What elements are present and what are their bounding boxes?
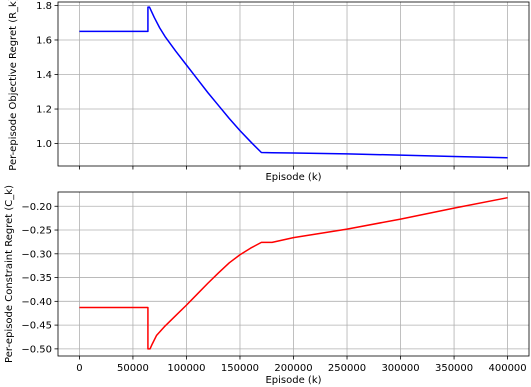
x-tick-label: 150000 [221,363,259,374]
top-x-axis-label: Episode (k) [265,172,321,183]
x-tick-label: 250000 [328,363,366,374]
top-y-axis-label: Per-episode Objective Regret (R_k) [8,0,19,171]
y-tick-label: −0.20 [21,202,52,213]
top-grid [58,2,529,166]
bottom-x-axis-label: Episode (k) [265,375,321,386]
bottom-series [79,196,508,350]
bottom-chart: 0 50000 100000 150000 200000 250000 300000 3500… [4,185,530,386]
y-tick-label: −0.40 [21,297,52,308]
bottom-y-axis-label: Per-episode Constraint Regret (C_k) [4,185,15,363]
x-tick-label: 400000 [488,363,526,374]
y-tick-label: 1.6 [36,35,52,46]
y-tick-label: −0.30 [21,249,52,260]
y-tick-label: 1.2 [36,105,52,116]
x-tick-label: 0 [76,363,82,374]
y-tick-label: −0.25 [21,226,52,237]
top-ticks: 1.0 1.2 1.4 1.6 1.8 [36,1,508,170]
y-tick-label: −0.50 [21,344,52,355]
y-tick-label: −0.45 [21,321,52,332]
bottom-grid [58,192,529,356]
x-tick-label: 100000 [167,363,205,374]
top-series [79,6,508,159]
y-tick-label: −0.35 [21,273,52,284]
y-tick-label: 1.8 [36,1,52,12]
top-chart: 1.0 1.2 1.4 1.6 1.8 Episode (k) Per-episode … [8,0,530,183]
bottom-ticks: 0 50000 100000 150000 200000 250000 300000 3500… [21,202,526,374]
y-tick-label: 1.0 [36,139,52,150]
y-tick-label: 1.4 [36,70,52,81]
x-tick-label: 350000 [435,363,473,374]
x-tick-label: 300000 [381,363,419,374]
x-tick-label: 50000 [117,363,149,374]
x-tick-label: 200000 [274,363,312,374]
